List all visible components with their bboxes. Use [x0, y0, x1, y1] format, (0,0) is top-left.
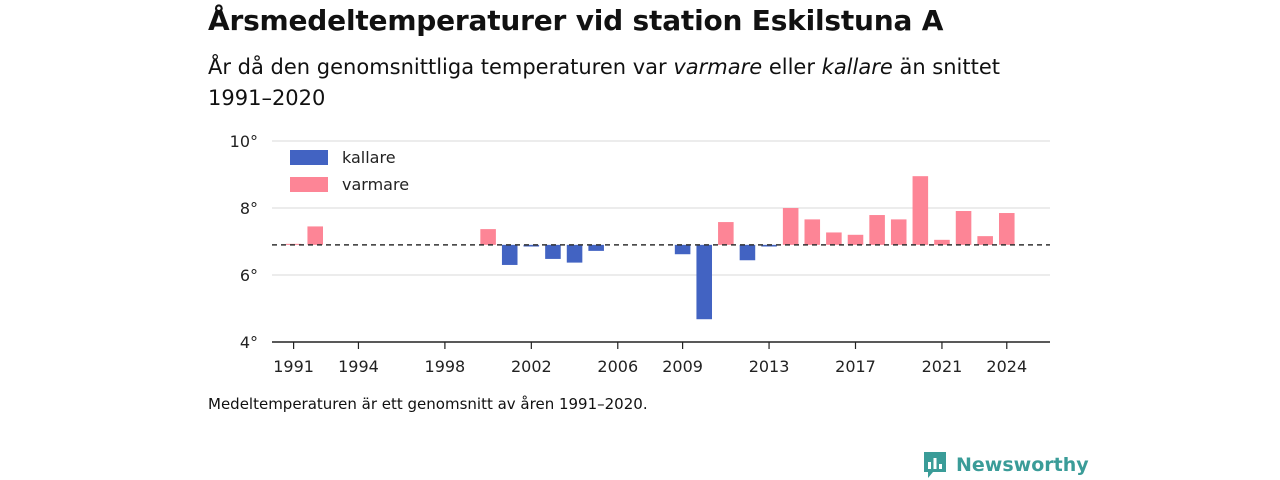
- y-tick-label: 8°: [240, 199, 258, 218]
- bar-warmer: [955, 211, 972, 245]
- subtitle-part: än snittet 1991–2020: [208, 55, 1001, 110]
- x-tick-label: 2002: [511, 357, 552, 376]
- brand-name: Newsworthy: [956, 454, 1089, 476]
- bar-warmer: [998, 213, 1015, 245]
- footnote: Medeltemperaturen är ett genomsnitt av å…: [208, 395, 648, 413]
- bar-warmer: [934, 239, 950, 245]
- bar-colder: [545, 244, 561, 259]
- bar-colder: [588, 244, 604, 251]
- subtitle-part: eller: [762, 55, 822, 79]
- legend: kallare varmare: [290, 148, 409, 194]
- bars: [285, 176, 1015, 320]
- y-tick-label: 4°: [240, 333, 258, 352]
- chart-subtitle: År då den genomsnittliga temperaturen va…: [208, 52, 1028, 114]
- x-tick-label: 1994: [338, 357, 379, 376]
- bar-colder: [674, 244, 691, 255]
- chart-title: Årsmedeltemperaturer vid station Eskilst…: [208, 4, 944, 37]
- bar-warmer: [804, 219, 821, 245]
- legend-label-varmare: varmare: [342, 175, 409, 194]
- x-tick-label: 2009: [662, 357, 703, 376]
- bar-warmer: [977, 236, 993, 245]
- x-tick-label: 1998: [425, 357, 466, 376]
- brand-logo[interactable]: Newsworthy: [922, 450, 1089, 480]
- temperature-bar-chart: 4° 6° 8° 10° 1991 1994 1998 2002 2006 2009 2013 201…: [230, 132, 1050, 376]
- bar-warmer: [718, 222, 734, 245]
- legend-swatch-kallare: [290, 150, 328, 165]
- x-tick-label: 2013: [749, 357, 790, 376]
- x-tick-label: 2024: [986, 357, 1027, 376]
- x-tick-label: 1991: [273, 357, 314, 376]
- bar-warmer: [890, 219, 907, 245]
- bar-colder: [523, 244, 540, 247]
- bar-warmer: [826, 232, 842, 245]
- bar-colder: [566, 244, 583, 263]
- x-tick-label: 2017: [835, 357, 876, 376]
- bar-warmer: [869, 215, 885, 245]
- y-tick-label: 10°: [230, 132, 258, 151]
- x-tick-label: 2006: [597, 357, 638, 376]
- bar-warmer: [782, 208, 799, 245]
- bar-colder: [696, 244, 713, 320]
- axes: 4° 6° 8° 10° 1991 1994 1998 2002 2006 2009 2013 201…: [230, 132, 1050, 376]
- bar-colder: [739, 244, 756, 261]
- subtitle-emphasis-warmer: varmare: [673, 55, 763, 79]
- x-tick-label: 2021: [922, 357, 963, 376]
- subtitle-part: År då den genomsnittliga temperaturen va…: [208, 55, 674, 79]
- bar-warmer: [480, 229, 496, 245]
- y-tick-label: 6°: [240, 266, 258, 285]
- legend-swatch-varmare: [290, 177, 328, 192]
- bar-colder: [501, 244, 518, 265]
- bar-warmer: [307, 226, 324, 245]
- newsworthy-logo-icon: [924, 452, 946, 478]
- subtitle-emphasis-colder: kallare: [821, 55, 893, 79]
- bar-warmer: [912, 176, 929, 245]
- legend-label-kallare: kallare: [342, 148, 396, 167]
- bar-warmer: [847, 234, 864, 245]
- bar-colder: [761, 244, 777, 247]
